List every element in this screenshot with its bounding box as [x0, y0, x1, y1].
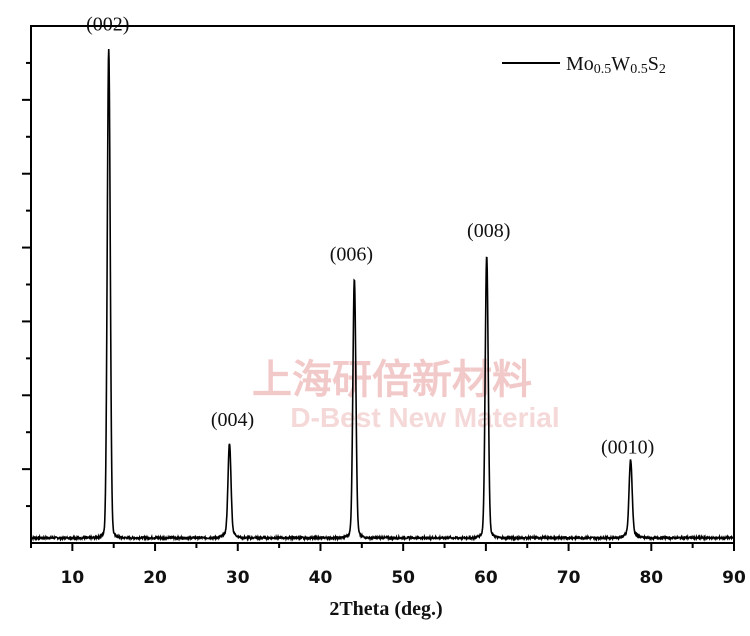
plot-area: (002) (004) (006) (008) (0010) [30, 13, 735, 543]
peak-label: (004) [211, 409, 254, 431]
axes: 10 20 30 40 50 60 70 80 90 [22, 25, 746, 588]
x-tick-label: 50 [391, 568, 415, 588]
x-tick-label: 70 [557, 568, 581, 588]
peak-label: (0010) [601, 436, 654, 458]
watermark: 上海研倍新材料 D-Best New Material [252, 357, 560, 433]
x-axis-title: 2Theta (deg.) [329, 598, 442, 620]
x-tick-label: 40 [309, 568, 333, 588]
legend: Mo0.5W0.5S2 [502, 53, 666, 77]
plot-frame [30, 25, 735, 544]
legend-entry: Mo0.5W0.5S2 [566, 53, 666, 77]
x-tick-label: 60 [474, 568, 498, 588]
x-tick-label: 10 [61, 568, 85, 588]
watermark-en: D-Best New Material [290, 402, 559, 433]
peak-label: (006) [330, 244, 373, 266]
x-tick-label: 90 [722, 568, 746, 588]
x-tick-label: 80 [639, 568, 663, 588]
x-tick-label: 30 [226, 568, 250, 588]
watermark-cn: 上海研倍新材料 [252, 357, 532, 403]
peak-label: (002) [86, 13, 129, 35]
peak-label: (008) [467, 220, 510, 242]
x-tick-label: 20 [143, 568, 167, 588]
series-line [30, 49, 735, 543]
